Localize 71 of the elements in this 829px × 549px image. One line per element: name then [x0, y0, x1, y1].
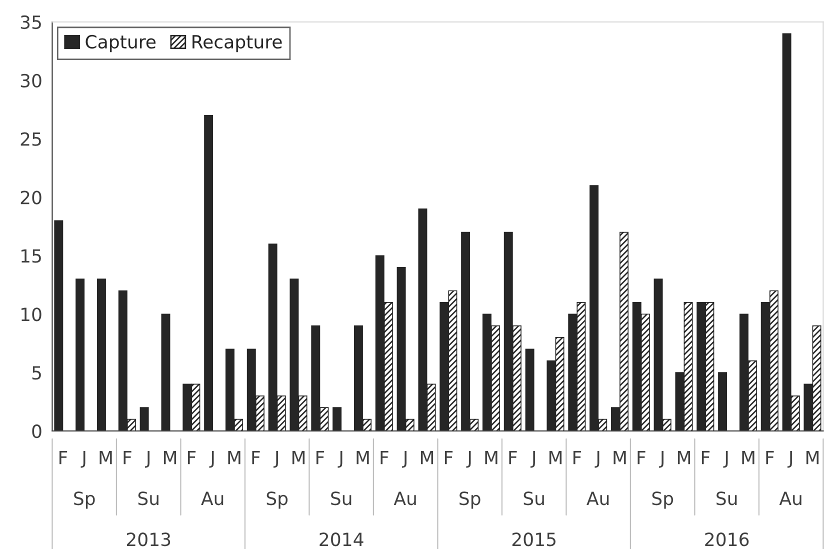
x-tick-label: M — [614, 450, 626, 464]
x-tick-label: F — [573, 450, 582, 464]
x-tick-label: M — [420, 450, 434, 464]
y-tick-label: 0 — [32, 424, 42, 438]
x-tick-label: J — [145, 450, 150, 468]
y-tick-label: 5 — [32, 366, 41, 380]
y-tick-label: 20 — [20, 190, 42, 204]
x-tick-label: M — [164, 450, 176, 464]
x-tick-label: M — [678, 450, 690, 464]
x-tick-label: J — [402, 450, 406, 468]
text: Sp — [74, 492, 95, 509]
x-tick-label: M — [100, 450, 112, 464]
x-tick-label: M — [228, 450, 240, 464]
bar — [718, 372, 728, 431]
text: 2016 — [705, 532, 749, 546]
text: Sp — [266, 492, 288, 509]
text: 2015 — [512, 532, 556, 546]
x-tick-label: J — [80, 450, 86, 468]
y-tick-label: 10 — [22, 308, 42, 322]
bar — [96, 278, 106, 431]
x-tick-label: J — [530, 450, 535, 468]
legend-label: Recapture — [192, 35, 282, 52]
y-tick-label: 30 — [20, 74, 42, 88]
x-tick-label: J — [466, 450, 471, 468]
text: Su — [716, 492, 737, 506]
bar — [140, 407, 149, 431]
text: Au — [779, 492, 802, 506]
text: Au — [394, 492, 416, 506]
text: Au — [201, 492, 224, 506]
text: Su — [524, 492, 544, 506]
x-tick-label: J — [594, 450, 600, 468]
text: Su — [138, 492, 158, 506]
x-tick-label: F — [380, 450, 388, 464]
x-tick-label: J — [658, 450, 664, 468]
x-tick-label: F — [766, 450, 774, 464]
x-tick-label: M — [292, 450, 305, 464]
x-tick-label: M — [485, 450, 498, 464]
text: Sp — [652, 492, 674, 509]
text: 2013 — [126, 532, 170, 546]
x-tick-label: F — [509, 450, 517, 464]
x-tick-label: M — [549, 450, 562, 464]
text: Sp — [460, 492, 480, 509]
bar — [54, 220, 64, 431]
y-tick-label: 25 — [20, 132, 41, 146]
x-tick-label: F — [316, 450, 324, 464]
x-tick-label: J — [723, 450, 728, 468]
x-tick-label: J — [787, 450, 792, 468]
x-tick-label: J — [209, 450, 214, 468]
x-tick-label: F — [445, 450, 453, 464]
y-tick-label: 15 — [22, 249, 41, 263]
x-tick-label: J — [338, 450, 342, 468]
x-tick-label: M — [806, 450, 819, 464]
x-tick-label: F — [124, 450, 132, 464]
x-tick-label: M — [742, 450, 754, 464]
legend-label: Capture — [86, 34, 156, 52]
bar — [332, 407, 342, 431]
bar — [525, 348, 534, 431]
text: Au — [586, 492, 609, 506]
x-tick-label: F — [252, 450, 260, 464]
x-tick-label: F — [60, 450, 68, 464]
x-tick-label: M — [356, 450, 369, 464]
y-tick-label: 35 — [20, 15, 41, 30]
x-tick-label: J — [273, 450, 278, 468]
bar — [161, 314, 170, 431]
x-tick-label: F — [702, 450, 710, 464]
x-tick-label: F — [188, 450, 196, 464]
bar — [204, 115, 214, 431]
bar — [76, 278, 85, 431]
text: Su — [331, 492, 352, 506]
x-tick-label: F — [638, 450, 646, 464]
text: 2014 — [320, 532, 364, 546]
